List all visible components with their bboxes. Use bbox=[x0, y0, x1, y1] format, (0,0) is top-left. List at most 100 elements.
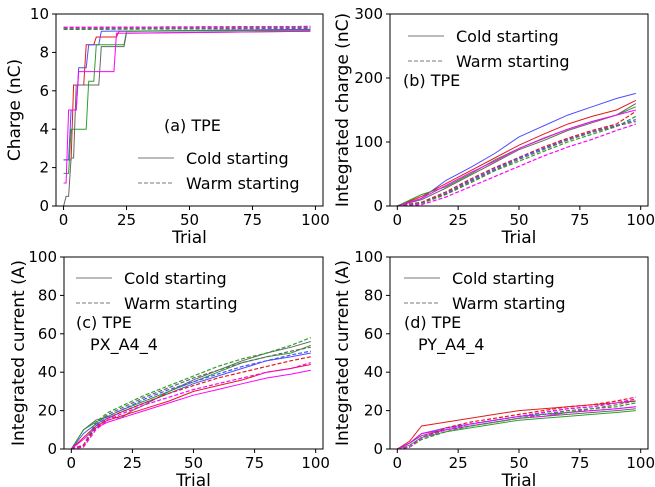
series-line-warm-8 bbox=[397, 402, 636, 450]
series-line-cold-1 bbox=[70, 344, 311, 450]
legend-label: Warm starting bbox=[452, 294, 566, 313]
x-tick-label: 100 bbox=[301, 211, 330, 229]
panel-label: (b) TPE bbox=[403, 71, 460, 90]
series-line-cold-3 bbox=[63, 30, 311, 207]
series-line-warm-7 bbox=[71, 350, 311, 450]
y-tick-label: 300 bbox=[354, 5, 383, 23]
y-tick-label: 10 bbox=[30, 5, 49, 23]
y-axis-label: Integrated current (A) bbox=[333, 260, 353, 446]
x-tick-label: 25 bbox=[117, 211, 136, 229]
y-tick-label: 100 bbox=[354, 133, 383, 151]
series-line-cold-2 bbox=[397, 408, 636, 450]
x-axis-label: Trial bbox=[171, 228, 207, 248]
y-tick-label: 4 bbox=[39, 120, 49, 138]
y-tick-label: 60 bbox=[38, 325, 57, 343]
x-tick-label: 75 bbox=[243, 211, 262, 229]
series-line-cold-0 bbox=[70, 341, 311, 450]
x-tick-label: 50 bbox=[180, 211, 199, 229]
y-tick-label: 100 bbox=[354, 248, 383, 266]
x-axis-label: Trial bbox=[501, 471, 537, 487]
x-tick-label: 25 bbox=[123, 454, 142, 472]
x-tick-label: 50 bbox=[509, 454, 528, 472]
y-tick-label: 6 bbox=[39, 82, 49, 100]
series-line-cold-1 bbox=[63, 28, 311, 161]
legend-label: Cold starting bbox=[186, 149, 289, 168]
y-tick-label: 0 bbox=[373, 197, 383, 215]
legend-label: Cold starting bbox=[124, 269, 227, 288]
series-line-cold-4 bbox=[70, 369, 311, 450]
series-line-warm-7 bbox=[397, 400, 636, 450]
panel-label: (d) TPE bbox=[404, 313, 461, 332]
panel-label: (a) TPE bbox=[164, 116, 221, 135]
series-line-warm-5 bbox=[397, 110, 637, 207]
series-line-cold-3 bbox=[397, 103, 637, 207]
y-axis-label: Charge (nC) bbox=[5, 59, 25, 161]
series-line-warm-9 bbox=[397, 123, 636, 207]
x-axis-label: Trial bbox=[501, 228, 537, 248]
series-line-warm-8 bbox=[397, 120, 636, 207]
x-tick-label: 75 bbox=[570, 211, 589, 229]
series-line-cold-3 bbox=[70, 364, 311, 450]
x-tick-label: 0 bbox=[67, 454, 77, 472]
series-line-warm-9 bbox=[63, 25, 311, 28]
series-line-warm-9 bbox=[397, 398, 636, 450]
series-line-warm-5 bbox=[71, 337, 312, 450]
panel-label: PY_A4_4 bbox=[418, 335, 484, 355]
series-line-warm-7 bbox=[63, 26, 311, 29]
series-line-warm-8 bbox=[63, 27, 311, 30]
panel-label: (c) TPE bbox=[76, 313, 132, 332]
legend-label: Warm starting bbox=[124, 294, 238, 313]
series-line-warm-5 bbox=[397, 396, 636, 450]
y-tick-label: 40 bbox=[38, 363, 57, 381]
series-line-cold-4 bbox=[63, 30, 311, 184]
x-tick-label: 50 bbox=[184, 454, 203, 472]
x-tick-label: 0 bbox=[393, 211, 403, 229]
series-line-warm-9 bbox=[71, 362, 311, 450]
x-tick-label: 100 bbox=[626, 211, 655, 229]
x-tick-label: 100 bbox=[301, 454, 330, 472]
legend-label: Warm starting bbox=[186, 174, 300, 193]
legend-label: Cold starting bbox=[452, 269, 555, 288]
chart-panel-c: 0 25 50 75 100 0 20 40 60 80 100 Trial Integrated cu… bbox=[9, 248, 330, 487]
legend-label: Cold starting bbox=[456, 27, 559, 46]
x-tick-label: 50 bbox=[509, 211, 528, 229]
series-line-warm-7 bbox=[397, 115, 637, 207]
y-axis-label: Integrated current (A) bbox=[9, 260, 29, 446]
x-tick-label: 75 bbox=[245, 454, 264, 472]
y-tick-label: 60 bbox=[364, 325, 383, 343]
series-line-cold-0 bbox=[63, 28, 311, 161]
y-tick-label: 40 bbox=[364, 363, 383, 381]
y-tick-label: 80 bbox=[364, 286, 383, 304]
chart-panel-d: 0 25 50 75 100 0 20 40 60 80 100 Trial Integrated cu… bbox=[333, 248, 655, 487]
x-tick-label: 25 bbox=[449, 454, 468, 472]
series-line-cold-1 bbox=[397, 99, 637, 207]
series-line-cold-4 bbox=[397, 406, 636, 450]
series-line-cold-0 bbox=[397, 400, 636, 450]
y-tick-label: 100 bbox=[28, 248, 57, 266]
y-tick-label: 2 bbox=[39, 159, 49, 177]
y-tick-label: 8 bbox=[39, 43, 49, 61]
y-tick-label: 20 bbox=[364, 402, 383, 420]
x-tick-label: 0 bbox=[393, 454, 403, 472]
panel-label: PX_A4_4 bbox=[90, 335, 158, 355]
series-line-cold-2 bbox=[70, 352, 311, 450]
y-tick-label: 0 bbox=[373, 440, 383, 458]
x-tick-label: 100 bbox=[626, 454, 655, 472]
series-line-cold-2 bbox=[397, 106, 636, 207]
x-tick-label: 25 bbox=[449, 211, 468, 229]
chart-panel-b: 0 25 50 75 100 0 100 200 300 Trial Integrated char… bbox=[333, 5, 655, 248]
y-tick-label: 20 bbox=[38, 402, 57, 420]
series-line-warm-6 bbox=[71, 346, 311, 450]
x-axis-label: Trial bbox=[175, 471, 211, 487]
legend-label: Warm starting bbox=[456, 52, 570, 71]
series-line-cold-0 bbox=[397, 92, 636, 207]
y-tick-label: 0 bbox=[47, 440, 57, 458]
chart-panel-a: 0 25 50 75 100 0 2 4 6 8 10 Trial Charge (nC) Cold st… bbox=[5, 5, 330, 248]
y-tick-label: 80 bbox=[38, 286, 57, 304]
series-line-warm-8 bbox=[71, 356, 311, 450]
series-line-cold-1 bbox=[397, 406, 636, 450]
y-tick-label: 0 bbox=[39, 197, 49, 215]
x-tick-label: 0 bbox=[59, 211, 69, 229]
y-tick-label: 200 bbox=[354, 69, 383, 87]
